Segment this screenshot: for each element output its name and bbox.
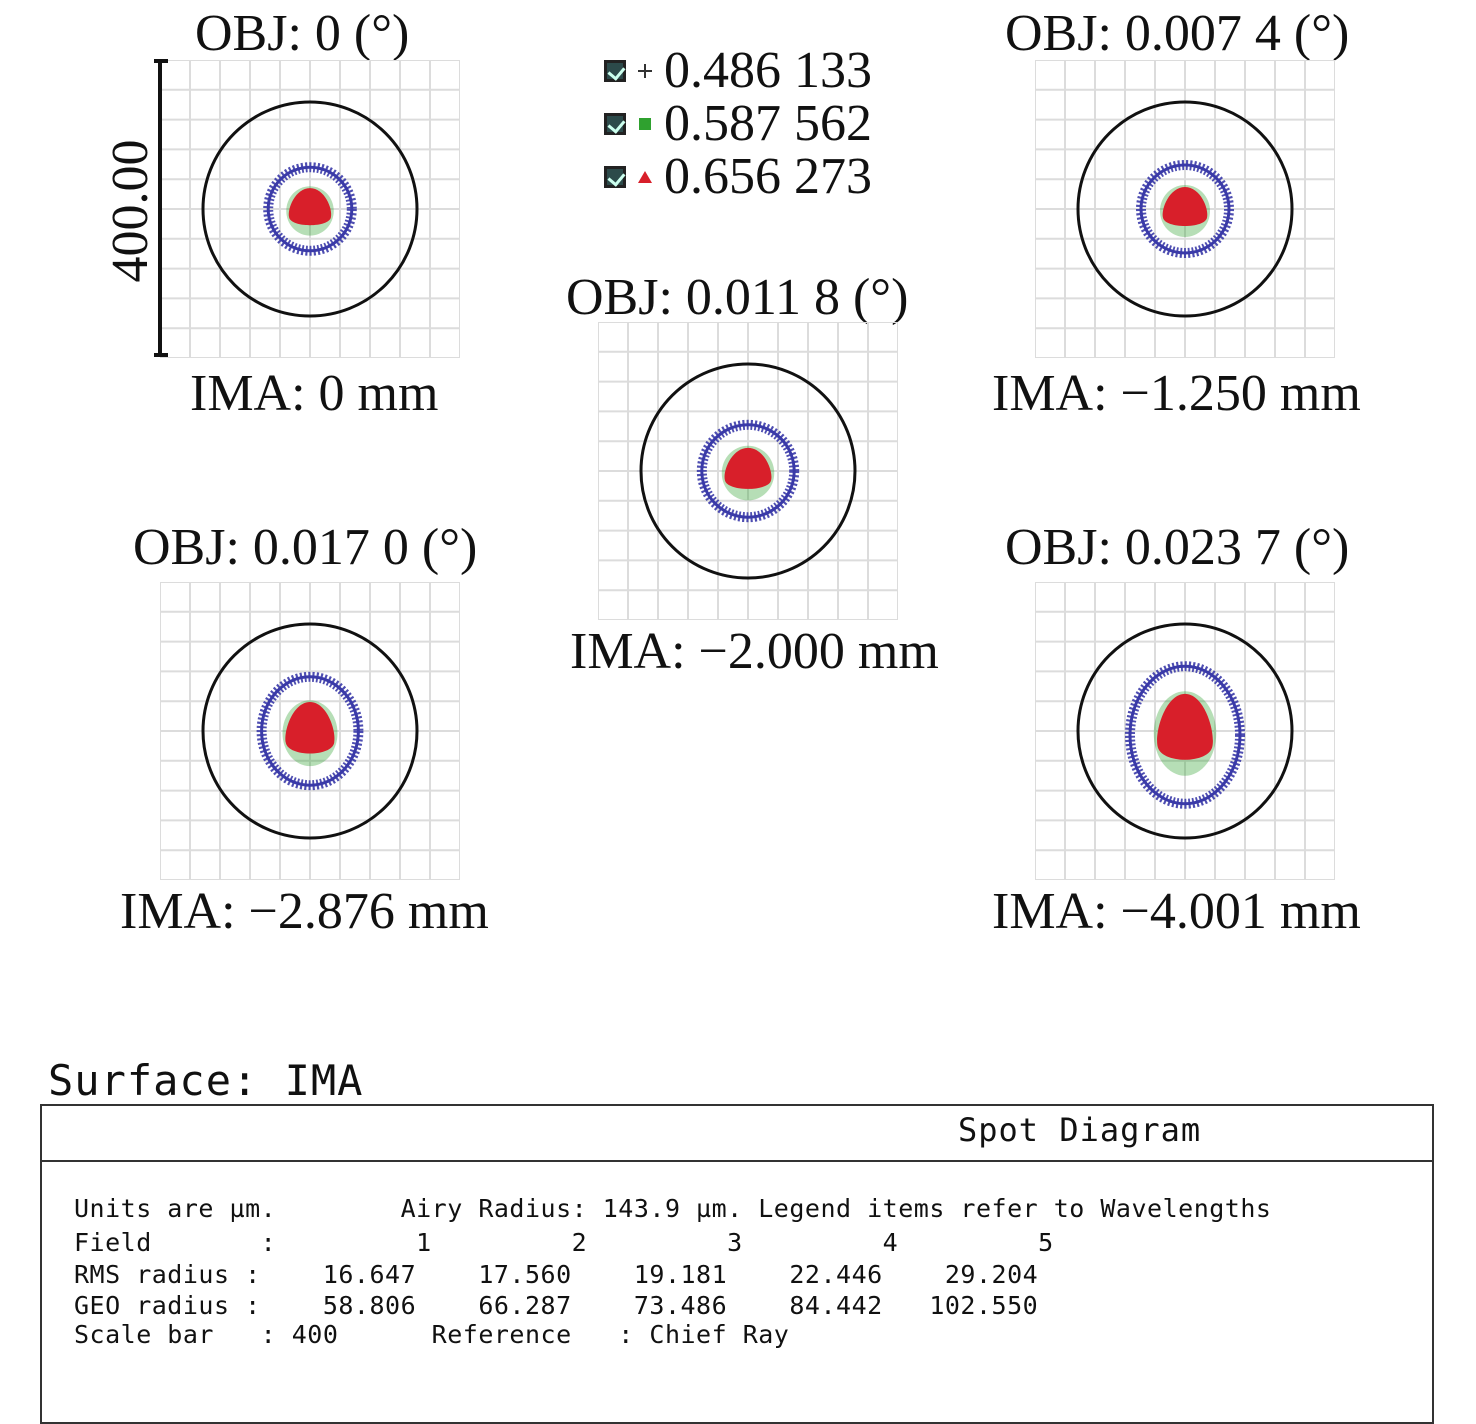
legend-label: 0.486 133: [664, 41, 872, 99]
red-wavelength-spot: [1162, 187, 1208, 227]
blue-wavelength-ring-core: [260, 675, 360, 787]
ima-label-field-4: IMA: −2.876 mm: [120, 883, 489, 940]
ima-label-field-5: IMA: −4.001 mm: [992, 883, 1361, 940]
obj-label-field-4: OBJ: 0.017 0 (°): [133, 519, 478, 576]
scale-bar: [154, 59, 168, 357]
surface-label: Surface: IMA: [48, 1056, 364, 1105]
red-wavelength-spot: [288, 188, 332, 226]
info-scale-line: Scale bar : 400 Reference : Chief Ray: [74, 1320, 790, 1349]
checkbox-icon[interactable]: [604, 165, 626, 188]
info-units-line: Units are µm. Airy Radius: 143.9 µm. Leg…: [74, 1194, 1272, 1223]
spot-diagram-svg: [598, 322, 898, 620]
airy-disk-circle: [201, 622, 419, 840]
obj-label-field-3: OBJ: 0.011 8 (°): [566, 269, 909, 326]
info-title-row: Spot Diagram: [42, 1106, 1432, 1162]
info-box: Spot Diagram Units are µm. Airy Radius: …: [40, 1104, 1434, 1424]
legend-item-1[interactable]: 0.486 133: [604, 44, 872, 97]
triangle-icon: [636, 168, 654, 186]
wavelength-legend: 0.486 133 0.587 562 0.656 273: [604, 44, 872, 203]
airy-disk-circle: [639, 362, 857, 580]
info-geo-line: GEO radius : 58.806 66.287 73.486 84.442…: [74, 1291, 1039, 1320]
blue-wavelength-ring-core: [700, 423, 796, 519]
spot-panel-field-2: [1035, 60, 1335, 358]
spot-diagram-svg: [160, 60, 460, 358]
info-title: Spot Diagram: [958, 1111, 1202, 1149]
spot-panel-field-4: [160, 582, 460, 880]
plus-icon: [636, 62, 654, 80]
legend-label: 0.656 273: [664, 147, 872, 205]
legend-item-3[interactable]: 0.656 273: [604, 150, 872, 203]
info-field-line: Field : 1 2 3 4 5: [74, 1228, 1054, 1257]
ima-label-field-1: IMA: 0 mm: [190, 365, 439, 422]
spot-diagram-svg: [1035, 60, 1335, 358]
airy-disk-circle: [201, 100, 419, 318]
spot-diagram-svg: [160, 582, 460, 880]
ima-label-field-2: IMA: −1.250 mm: [992, 365, 1361, 422]
square-icon: [636, 115, 654, 133]
legend-label: 0.587 562: [664, 94, 872, 152]
obj-label-field-1: OBJ: 0 (°): [195, 5, 410, 62]
checkbox-icon[interactable]: [604, 59, 626, 82]
spot-diagram-svg: [1035, 582, 1335, 880]
checkbox-icon[interactable]: [604, 112, 626, 135]
red-wavelength-spot: [724, 447, 772, 489]
spot-panel-field-5: [1035, 582, 1335, 880]
info-rms-line: RMS radius : 16.647 17.560 19.181 22.446…: [74, 1260, 1039, 1289]
spot-panel-field-3: [598, 322, 898, 620]
blue-wavelength-ring-core: [1128, 664, 1242, 806]
obj-label-field-2: OBJ: 0.007 4 (°): [1005, 5, 1350, 62]
airy-disk-circle: [1076, 622, 1294, 840]
obj-label-field-5: OBJ: 0.023 7 (°): [1005, 519, 1350, 576]
blue-wavelength-ring-core: [266, 165, 354, 253]
spot-panel-field-1: [160, 60, 460, 358]
scale-bar-label: 400.00: [102, 139, 159, 283]
legend-item-2[interactable]: 0.587 562: [604, 97, 872, 150]
red-wavelength-spot: [285, 701, 335, 754]
blue-wavelength-ring-core: [1139, 163, 1231, 255]
airy-disk-circle: [1076, 100, 1294, 318]
ima-label-field-3: IMA: −2.000 mm: [570, 623, 939, 680]
red-wavelength-spot: [1157, 693, 1213, 760]
